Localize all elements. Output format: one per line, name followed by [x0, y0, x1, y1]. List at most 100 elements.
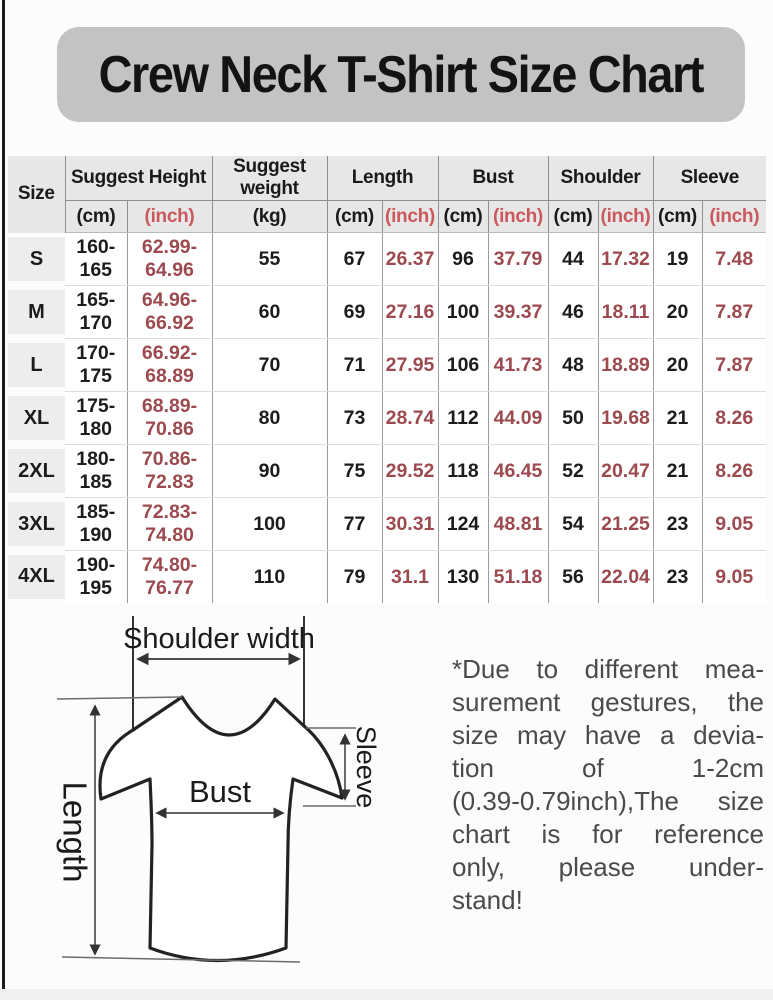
group-header: Shoulder	[548, 156, 654, 201]
value-cell: 50	[548, 391, 599, 445]
value-cell: 19	[653, 232, 703, 286]
bottom-strip	[0, 989, 773, 1000]
value-cell: 20.47	[598, 444, 654, 498]
value-cell: 180-185	[65, 444, 128, 498]
value-cell: 100	[212, 497, 328, 551]
length-top-tick	[56, 696, 183, 700]
value-cell: 67	[327, 232, 383, 286]
value-cell: 165-170	[65, 285, 128, 339]
value-cell: 80	[212, 391, 328, 445]
value-cell: 17.32	[598, 232, 654, 286]
value-cell: 175-180	[65, 391, 128, 445]
value-cell: 18.11	[598, 285, 654, 339]
value-cell: 26.37	[382, 232, 439, 286]
size-cell: 2XL	[8, 445, 65, 498]
value-cell: 71	[327, 338, 383, 392]
size-chart-table: Size Suggest Height Suggest weight Length B…	[8, 156, 767, 603]
title-banner: Crew Neck T-Shirt Size Chart	[57, 27, 745, 122]
value-cell: 44.09	[488, 391, 549, 445]
value-cell: 68.89-70.86	[127, 391, 213, 445]
value-cell: 52	[548, 444, 599, 498]
value-cell: 8.26	[702, 391, 767, 445]
value-cell: 64.96-66.92	[127, 285, 213, 339]
value-cell: 7.48	[702, 232, 767, 286]
value-cell: 21	[653, 444, 703, 498]
group-header: Suggest weight	[212, 156, 328, 201]
size-table-container: Size Suggest Height Suggest weight Length B…	[8, 156, 767, 603]
value-cell: 7.87	[702, 338, 767, 392]
value-cell: 48	[548, 338, 599, 392]
value-cell: 100	[438, 285, 489, 339]
value-cell: 51.18	[488, 550, 549, 603]
value-cell: 54	[548, 497, 599, 551]
value-cell: 70.86-72.83	[127, 444, 213, 498]
value-cell: 55	[212, 232, 328, 286]
unit-header-row: (cm) (inch) (kg) (cm) (inch) (cm) (inch) (cm) (i…	[8, 200, 767, 233]
value-cell: 56	[548, 550, 599, 603]
value-cell: 44	[548, 232, 599, 286]
value-cell: 69	[327, 285, 383, 339]
unit-header: (inch)	[702, 200, 767, 233]
value-cell: 23	[653, 550, 703, 603]
size-cell: XL	[8, 392, 65, 445]
unit-header: (cm)	[65, 200, 128, 233]
value-cell: 8.26	[702, 444, 767, 498]
tshirt-outline	[98, 695, 344, 963]
sleeve-label: Sleeve	[351, 726, 381, 809]
table-header: Size Suggest Height Suggest weight Length B…	[8, 156, 767, 233]
left-edge-line	[2, 0, 5, 1000]
value-cell: 160-165	[65, 232, 128, 286]
page-title: Crew Neck T-Shirt Size Chart	[98, 45, 705, 104]
value-cell: 106	[438, 338, 489, 392]
value-cell: 20	[653, 338, 703, 392]
value-cell: 79	[327, 550, 383, 603]
value-cell: 77	[327, 497, 383, 551]
size-cell: L	[8, 339, 65, 392]
group-header: Bust	[438, 156, 549, 201]
value-cell: 37.79	[488, 232, 549, 286]
value-cell: 124	[438, 497, 489, 551]
unit-header: (inch)	[127, 200, 213, 233]
table-row: 3XL 185-190 72.83-74.80 100 77 30.31 124 48.81 5…	[8, 497, 767, 551]
measurement-note: *Due to different mea- surement gestures…	[452, 654, 764, 915]
value-cell: 70	[212, 338, 328, 392]
value-cell: 130	[438, 550, 489, 603]
unit-header: (cm)	[548, 200, 599, 233]
value-cell: 118	[438, 444, 489, 498]
size-cell: M	[8, 286, 65, 339]
shoulder-width-label: Shoulder width	[123, 623, 315, 655]
value-cell: 28.74	[382, 391, 439, 445]
value-cell: 31.1	[382, 550, 439, 603]
group-header-row: Size Suggest Height Suggest weight Length B…	[8, 156, 767, 233]
value-cell: 46	[548, 285, 599, 339]
value-cell: 18.89	[598, 338, 654, 392]
value-cell: 9.05	[702, 550, 767, 603]
value-cell: 7.87	[702, 285, 767, 339]
value-cell: 48.81	[488, 497, 549, 551]
unit-header: (inch)	[382, 200, 439, 233]
table-row: S 160-165 62.99-64.96 55 67 26.37 96 37.79 44 17.…	[8, 232, 767, 286]
table-row: M 165-170 64.96-66.92 60 69 27.16 100 39.37 46 18…	[8, 285, 767, 339]
value-cell: 46.45	[488, 444, 549, 498]
value-cell: 110	[212, 550, 328, 603]
size-column-header: Size	[8, 156, 66, 233]
value-cell: 74.80-76.77	[127, 550, 213, 603]
value-cell: 19.68	[598, 391, 654, 445]
unit-header: (cm)	[653, 200, 703, 233]
table-row: XL 175-180 68.89-70.86 80 73 28.74 112 44.09 50 1…	[8, 391, 767, 445]
unit-header: (inch)	[598, 200, 654, 233]
value-cell: 27.95	[382, 338, 439, 392]
unit-header: (cm)	[438, 200, 489, 233]
value-cell: 41.73	[488, 338, 549, 392]
bust-label: Bust	[189, 774, 251, 809]
table-body: S 160-165 62.99-64.96 55 67 26.37 96 37.79 44 17.…	[8, 232, 767, 603]
value-cell: 170-175	[65, 338, 128, 392]
value-cell: 66.92-68.89	[127, 338, 213, 392]
size-cell: 3XL	[8, 498, 65, 551]
unit-header: (cm)	[327, 200, 383, 233]
table-row: 2XL 180-185 70.86-72.83 90 75 29.52 118 46.45 52…	[8, 444, 767, 498]
unit-header: (kg)	[212, 200, 328, 233]
value-cell: 21	[653, 391, 703, 445]
value-cell: 30.31	[382, 497, 439, 551]
